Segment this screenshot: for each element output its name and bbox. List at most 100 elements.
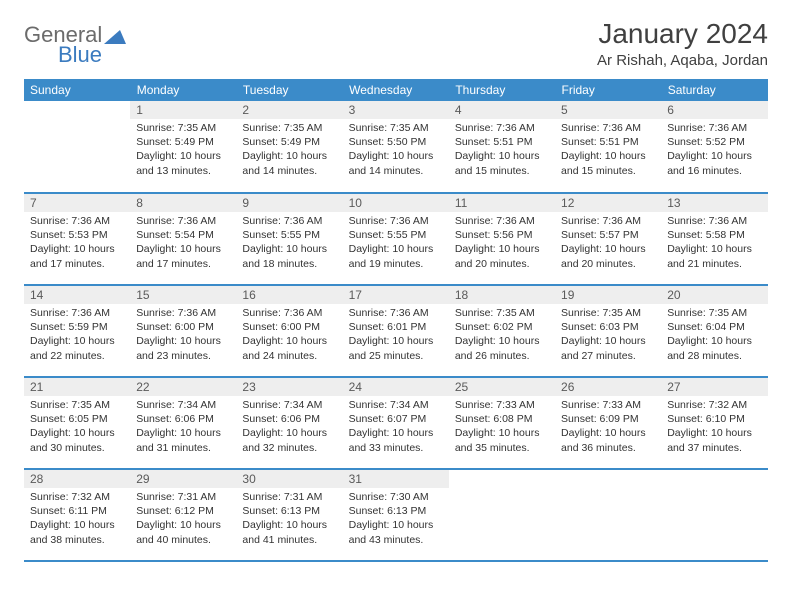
calendar-day-cell: 30Sunrise: 7:31 AMSunset: 6:13 PMDayligh… [236, 469, 342, 561]
sunrise-line: Sunrise: 7:35 AM [667, 306, 761, 320]
sunset-line: Sunset: 6:03 PM [561, 320, 655, 334]
calendar-day-cell: 24Sunrise: 7:34 AMSunset: 6:07 PMDayligh… [343, 377, 449, 469]
day-number: 24 [343, 378, 449, 396]
calendar-day-cell: 5Sunrise: 7:36 AMSunset: 5:51 PMDaylight… [555, 101, 661, 193]
day-details: Sunrise: 7:30 AMSunset: 6:13 PMDaylight:… [343, 488, 449, 551]
sunset-line: Sunset: 5:55 PM [349, 228, 443, 242]
calendar-day-cell: . [555, 469, 661, 561]
daylight-line: Daylight: 10 hours and 36 minutes. [561, 426, 655, 454]
sunset-line: Sunset: 6:04 PM [667, 320, 761, 334]
day-number: 30 [236, 470, 342, 488]
logo: GeneralBlue [24, 18, 126, 68]
calendar-day-cell: 2Sunrise: 7:35 AMSunset: 5:49 PMDaylight… [236, 101, 342, 193]
sunrise-line: Sunrise: 7:36 AM [349, 214, 443, 228]
day-number: 15 [130, 286, 236, 304]
daylight-line: Daylight: 10 hours and 24 minutes. [242, 334, 336, 362]
day-number: 9 [236, 194, 342, 212]
calendar-day-cell: 29Sunrise: 7:31 AMSunset: 6:12 PMDayligh… [130, 469, 236, 561]
daylight-line: Daylight: 10 hours and 17 minutes. [30, 242, 124, 270]
sunrise-line: Sunrise: 7:31 AM [242, 490, 336, 504]
calendar-week-row: 21Sunrise: 7:35 AMSunset: 6:05 PMDayligh… [24, 377, 768, 469]
day-details: Sunrise: 7:35 AMSunset: 6:05 PMDaylight:… [24, 396, 130, 459]
sunset-line: Sunset: 5:49 PM [242, 135, 336, 149]
day-number: 5 [555, 101, 661, 119]
sunrise-line: Sunrise: 7:36 AM [242, 214, 336, 228]
calendar-day-cell: 1Sunrise: 7:35 AMSunset: 5:49 PMDaylight… [130, 101, 236, 193]
day-number: 13 [661, 194, 767, 212]
day-details: Sunrise: 7:35 AMSunset: 5:49 PMDaylight:… [130, 119, 236, 182]
sunset-line: Sunset: 6:01 PM [349, 320, 443, 334]
daylight-line: Daylight: 10 hours and 14 minutes. [242, 149, 336, 177]
sunrise-line: Sunrise: 7:33 AM [561, 398, 655, 412]
daylight-line: Daylight: 10 hours and 41 minutes. [242, 518, 336, 546]
daylight-line: Daylight: 10 hours and 21 minutes. [667, 242, 761, 270]
calendar-day-cell: 21Sunrise: 7:35 AMSunset: 6:05 PMDayligh… [24, 377, 130, 469]
day-number: 23 [236, 378, 342, 396]
calendar-day-cell: 8Sunrise: 7:36 AMSunset: 5:54 PMDaylight… [130, 193, 236, 285]
day-number: 8 [130, 194, 236, 212]
day-details: Sunrise: 7:36 AMSunset: 6:01 PMDaylight:… [343, 304, 449, 367]
sunset-line: Sunset: 6:00 PM [136, 320, 230, 334]
day-details: Sunrise: 7:34 AMSunset: 6:07 PMDaylight:… [343, 396, 449, 459]
sunrise-line: Sunrise: 7:36 AM [455, 121, 549, 135]
calendar-day-cell: 6Sunrise: 7:36 AMSunset: 5:52 PMDaylight… [661, 101, 767, 193]
daylight-line: Daylight: 10 hours and 20 minutes. [561, 242, 655, 270]
calendar-week-row: 28Sunrise: 7:32 AMSunset: 6:11 PMDayligh… [24, 469, 768, 561]
day-number: 27 [661, 378, 767, 396]
daylight-line: Daylight: 10 hours and 38 minutes. [30, 518, 124, 546]
calendar-week-row: .1Sunrise: 7:35 AMSunset: 5:49 PMDayligh… [24, 101, 768, 193]
daylight-line: Daylight: 10 hours and 32 minutes. [242, 426, 336, 454]
day-number: 2 [236, 101, 342, 119]
day-details: Sunrise: 7:31 AMSunset: 6:12 PMDaylight:… [130, 488, 236, 551]
day-number: 17 [343, 286, 449, 304]
sunrise-line: Sunrise: 7:36 AM [667, 214, 761, 228]
day-number: 1 [130, 101, 236, 119]
daylight-line: Daylight: 10 hours and 30 minutes. [30, 426, 124, 454]
daylight-line: Daylight: 10 hours and 33 minutes. [349, 426, 443, 454]
day-details: Sunrise: 7:36 AMSunset: 5:58 PMDaylight:… [661, 212, 767, 275]
weekday-header-row: SundayMondayTuesdayWednesdayThursdayFrid… [24, 79, 768, 101]
day-details: Sunrise: 7:35 AMSunset: 5:49 PMDaylight:… [236, 119, 342, 182]
sunset-line: Sunset: 5:50 PM [349, 135, 443, 149]
sunrise-line: Sunrise: 7:35 AM [30, 398, 124, 412]
weekday-header: Sunday [24, 79, 130, 101]
daylight-line: Daylight: 10 hours and 27 minutes. [561, 334, 655, 362]
calendar-day-cell: 3Sunrise: 7:35 AMSunset: 5:50 PMDaylight… [343, 101, 449, 193]
sunrise-line: Sunrise: 7:33 AM [455, 398, 549, 412]
daylight-line: Daylight: 10 hours and 18 minutes. [242, 242, 336, 270]
sunrise-line: Sunrise: 7:30 AM [349, 490, 443, 504]
sunset-line: Sunset: 6:09 PM [561, 412, 655, 426]
sunrise-line: Sunrise: 7:34 AM [242, 398, 336, 412]
day-details: Sunrise: 7:35 AMSunset: 5:50 PMDaylight:… [343, 119, 449, 182]
daylight-line: Daylight: 10 hours and 17 minutes. [136, 242, 230, 270]
sunrise-line: Sunrise: 7:36 AM [667, 121, 761, 135]
daylight-line: Daylight: 10 hours and 43 minutes. [349, 518, 443, 546]
day-number: 18 [449, 286, 555, 304]
calendar-day-cell: 12Sunrise: 7:36 AMSunset: 5:57 PMDayligh… [555, 193, 661, 285]
daylight-line: Daylight: 10 hours and 23 minutes. [136, 334, 230, 362]
day-details: Sunrise: 7:32 AMSunset: 6:10 PMDaylight:… [661, 396, 767, 459]
daylight-line: Daylight: 10 hours and 15 minutes. [455, 149, 549, 177]
day-number: 16 [236, 286, 342, 304]
calendar-day-cell: 10Sunrise: 7:36 AMSunset: 5:55 PMDayligh… [343, 193, 449, 285]
sunrise-line: Sunrise: 7:36 AM [349, 306, 443, 320]
sunset-line: Sunset: 5:57 PM [561, 228, 655, 242]
day-details: Sunrise: 7:36 AMSunset: 5:51 PMDaylight:… [555, 119, 661, 182]
day-number: 29 [130, 470, 236, 488]
day-number: 19 [555, 286, 661, 304]
sunrise-line: Sunrise: 7:35 AM [242, 121, 336, 135]
calendar-day-cell: 15Sunrise: 7:36 AMSunset: 6:00 PMDayligh… [130, 285, 236, 377]
day-number: 10 [343, 194, 449, 212]
calendar-day-cell: 22Sunrise: 7:34 AMSunset: 6:06 PMDayligh… [130, 377, 236, 469]
calendar-day-cell: . [661, 469, 767, 561]
sunrise-line: Sunrise: 7:36 AM [561, 121, 655, 135]
sunrise-line: Sunrise: 7:36 AM [30, 214, 124, 228]
sunset-line: Sunset: 5:51 PM [455, 135, 549, 149]
daylight-line: Daylight: 10 hours and 28 minutes. [667, 334, 761, 362]
daylight-line: Daylight: 10 hours and 25 minutes. [349, 334, 443, 362]
day-number: 3 [343, 101, 449, 119]
day-number: 31 [343, 470, 449, 488]
daylight-line: Daylight: 10 hours and 13 minutes. [136, 149, 230, 177]
sunrise-line: Sunrise: 7:35 AM [561, 306, 655, 320]
day-details: Sunrise: 7:31 AMSunset: 6:13 PMDaylight:… [236, 488, 342, 551]
